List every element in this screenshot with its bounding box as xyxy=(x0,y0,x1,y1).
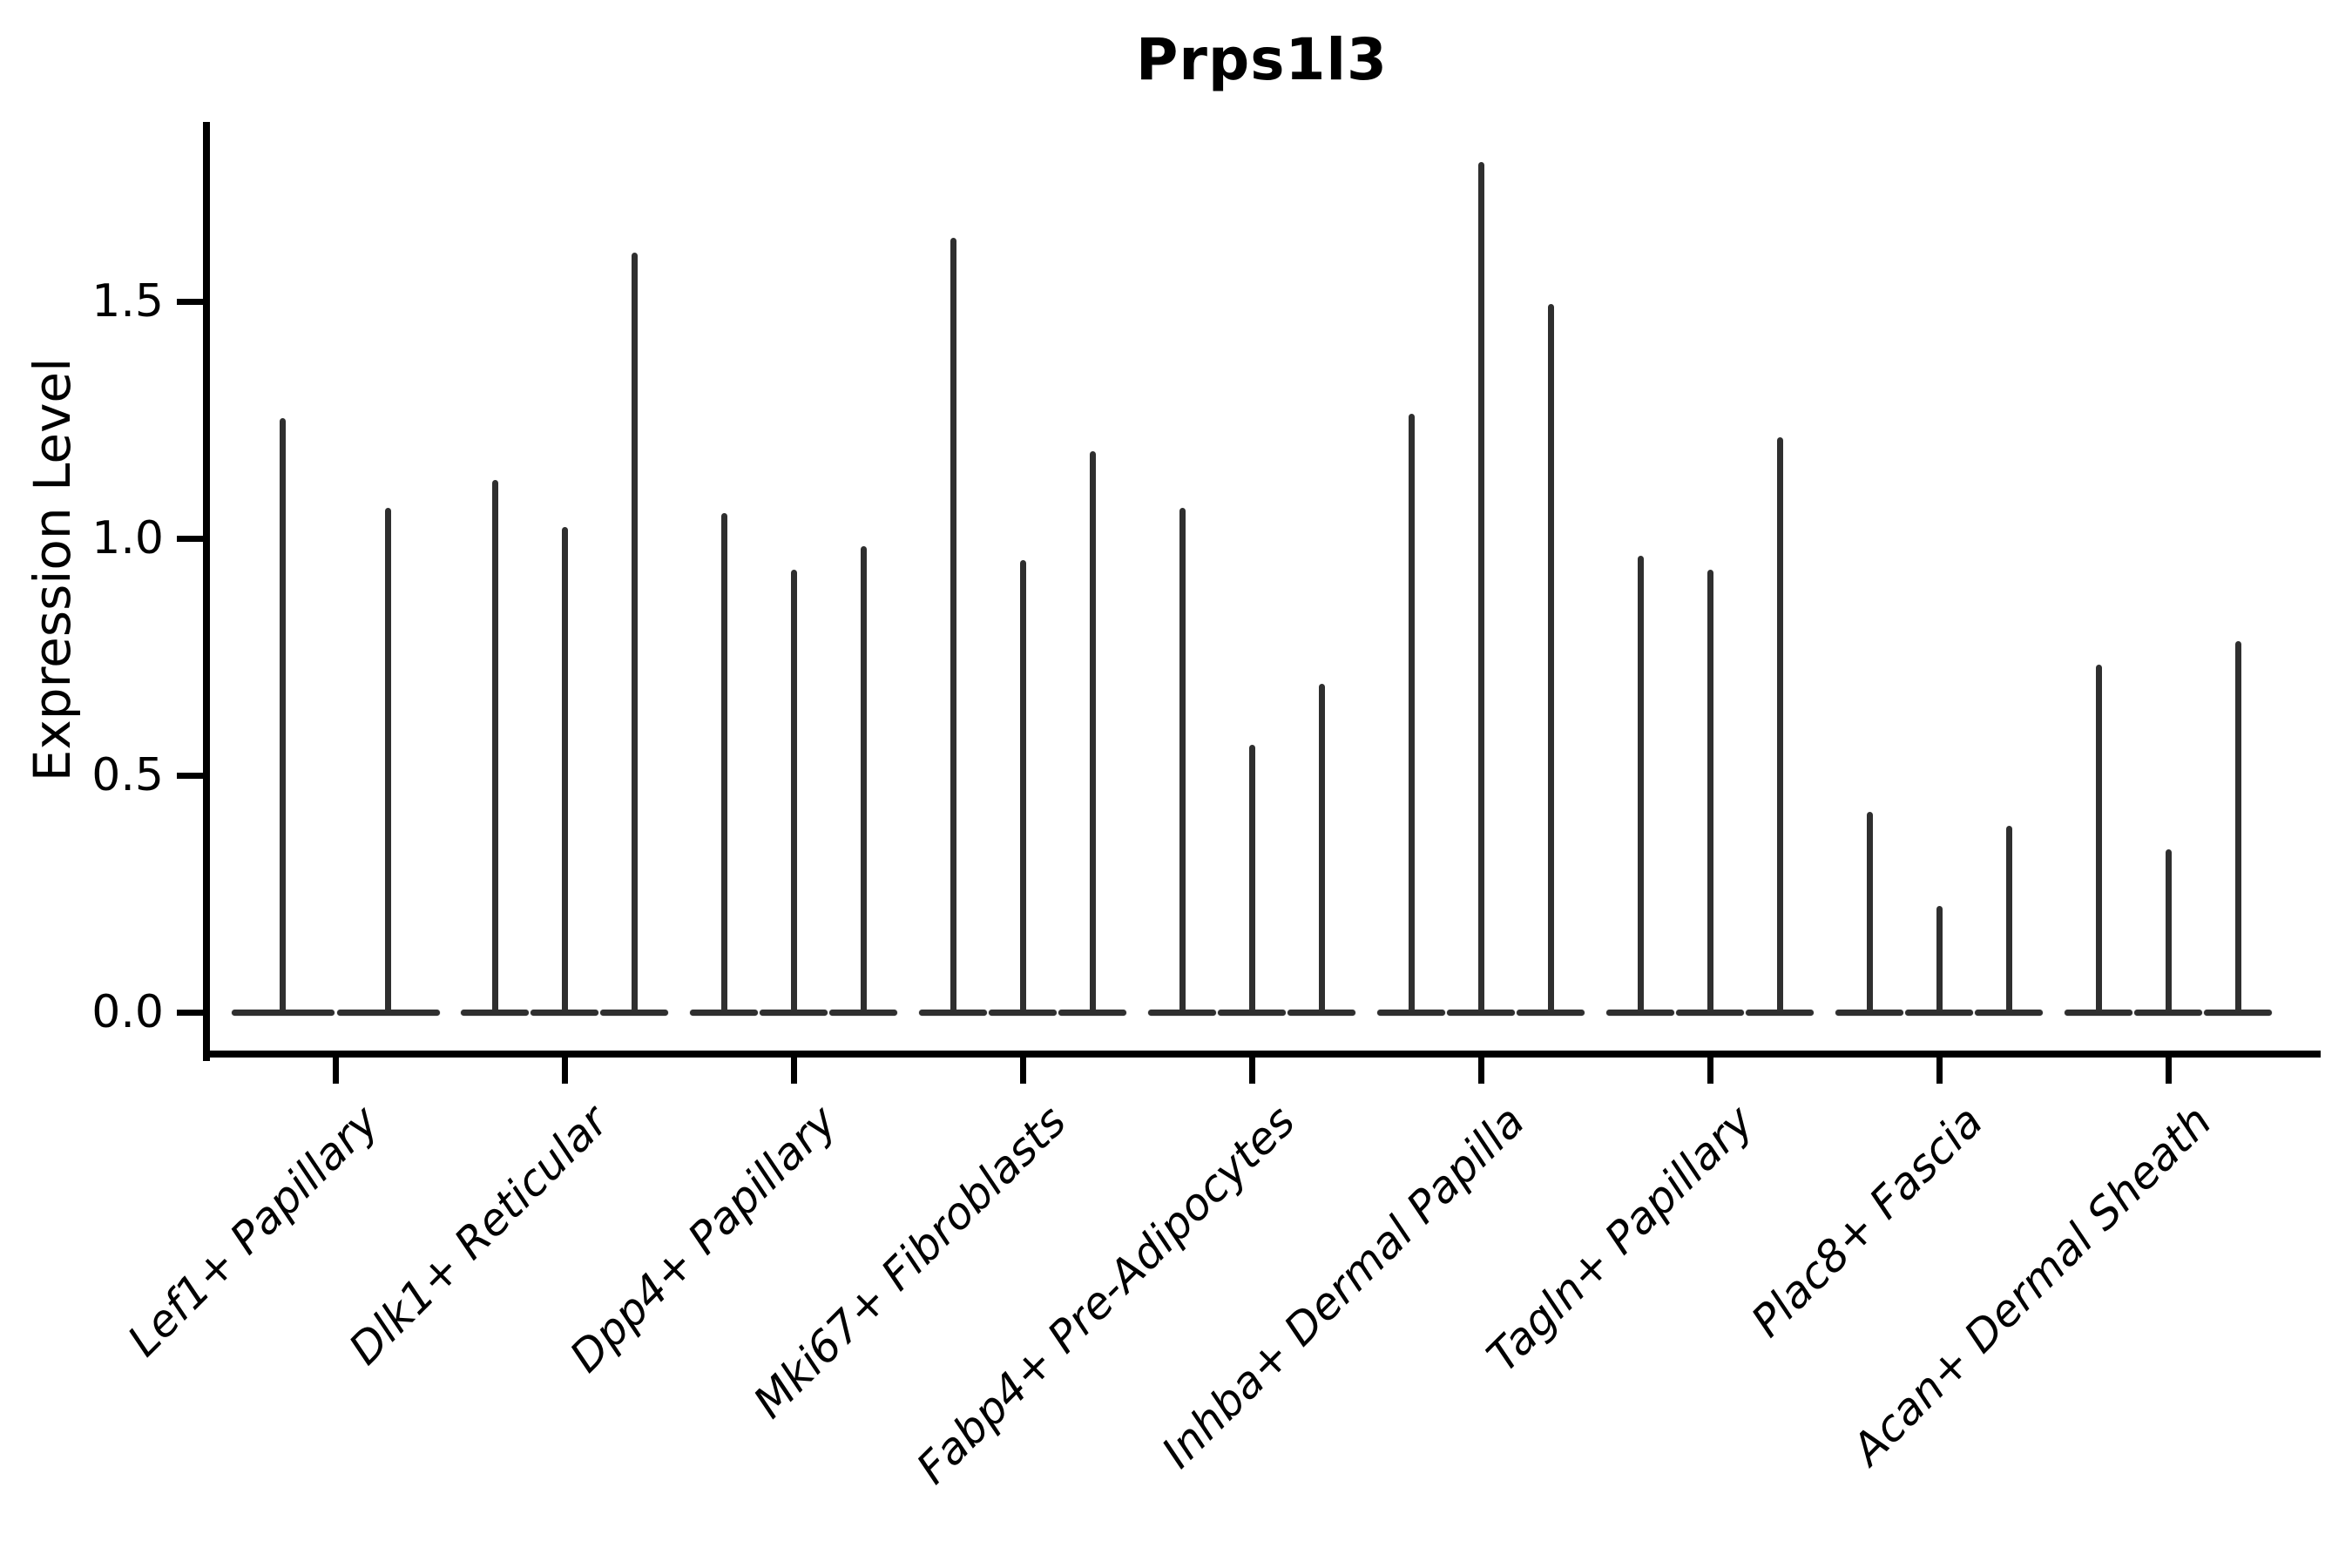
x-tick-mark xyxy=(1936,1056,1943,1084)
violin-spike xyxy=(561,527,568,1014)
x-tick-label: Fabp4+ Pre-Adipocytes xyxy=(907,1096,1306,1494)
violin-spike xyxy=(790,570,797,1014)
violin-spike xyxy=(1637,555,1644,1014)
violin-spike xyxy=(1019,560,1026,1014)
x-tick-mark xyxy=(2165,1056,2172,1084)
plot-title: Prps1l3 xyxy=(1136,26,1388,93)
y-tick-mark xyxy=(177,772,203,779)
x-tick-mark xyxy=(561,1056,568,1084)
violin-spike xyxy=(2095,664,2102,1014)
bottom-spine xyxy=(203,1051,2321,1058)
y-tick-label: 1.0 xyxy=(91,512,164,564)
violin-spike xyxy=(1866,811,1873,1014)
violin-spike xyxy=(1089,451,1096,1014)
x-tick-mark xyxy=(332,1056,339,1084)
x-tick-label: Lef1+ Papillary xyxy=(118,1096,389,1367)
x-tick-mark xyxy=(1019,1056,1026,1084)
violin-spike xyxy=(491,479,498,1014)
violin-spike xyxy=(1776,436,1783,1014)
x-tick-mark xyxy=(1248,1056,1255,1084)
violin-spike xyxy=(1248,745,1255,1014)
y-tick-label: 0.5 xyxy=(91,749,164,801)
violin-spike xyxy=(1547,304,1554,1014)
x-tick-label: Plac8+ Fascia xyxy=(1741,1096,1993,1347)
x-tick-mark xyxy=(1707,1056,1713,1084)
violin-spike xyxy=(2165,849,2172,1014)
violin-spike xyxy=(1936,906,1943,1014)
x-tick-mark xyxy=(790,1056,797,1084)
violin-spike xyxy=(950,238,956,1014)
violin-spike xyxy=(720,512,727,1014)
violin-spike xyxy=(2005,825,2012,1014)
violin-spike xyxy=(385,508,391,1014)
y-tick-label: 1.5 xyxy=(91,275,164,328)
violin-spike xyxy=(280,418,286,1014)
x-tick-mark xyxy=(1477,1056,1484,1084)
y-tick-mark xyxy=(177,298,203,305)
violin-spike xyxy=(860,545,867,1014)
violin-spike xyxy=(1179,508,1186,1014)
left-spine xyxy=(203,122,210,1061)
y-tick-mark xyxy=(177,1009,203,1016)
violin-spike xyxy=(1477,162,1484,1014)
violin-spike xyxy=(631,252,638,1014)
y-tick-label: 0.0 xyxy=(91,986,164,1038)
y-tick-mark xyxy=(177,535,203,542)
violin-spike xyxy=(1408,413,1415,1014)
violin-spike xyxy=(2234,640,2241,1014)
violin-spike xyxy=(1318,683,1325,1014)
x-tick-label: Inhba+ Dermal Papilla xyxy=(1152,1096,1535,1478)
violin-spike xyxy=(1707,570,1713,1014)
